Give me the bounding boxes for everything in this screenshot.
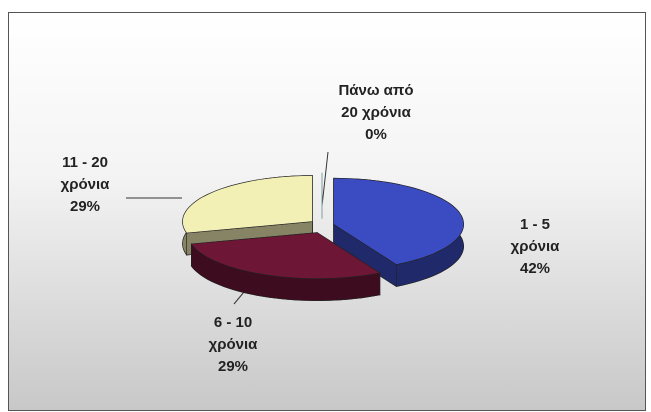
category-label: 1 - 5 χρόνια (510, 216, 560, 255)
value-label: 42% (519, 260, 551, 277)
leader-line (233, 291, 245, 305)
value-label: 29% (217, 358, 249, 375)
slice (333, 177, 464, 265)
category-label: Πάνω από 20 χρόνια (338, 82, 414, 121)
chart-area (8, 12, 646, 411)
value-label: 29% (69, 198, 101, 215)
data-label: 11 - 20 χρόνια 29% (45, 152, 125, 218)
slice (190, 232, 381, 279)
slice (182, 175, 313, 234)
leader-line (321, 151, 329, 207)
data-label: 1 - 5 χρόνια 42% (505, 214, 565, 280)
value-label: 0% (365, 126, 387, 143)
data-label: Πάνω από 20 χρόνια 0% (330, 80, 422, 146)
data-label: 6 - 10 χρόνια 29% (193, 312, 273, 378)
category-label: 6 - 10 χρόνια (208, 314, 258, 353)
category-label: 11 - 20 χρόνια (60, 154, 110, 193)
